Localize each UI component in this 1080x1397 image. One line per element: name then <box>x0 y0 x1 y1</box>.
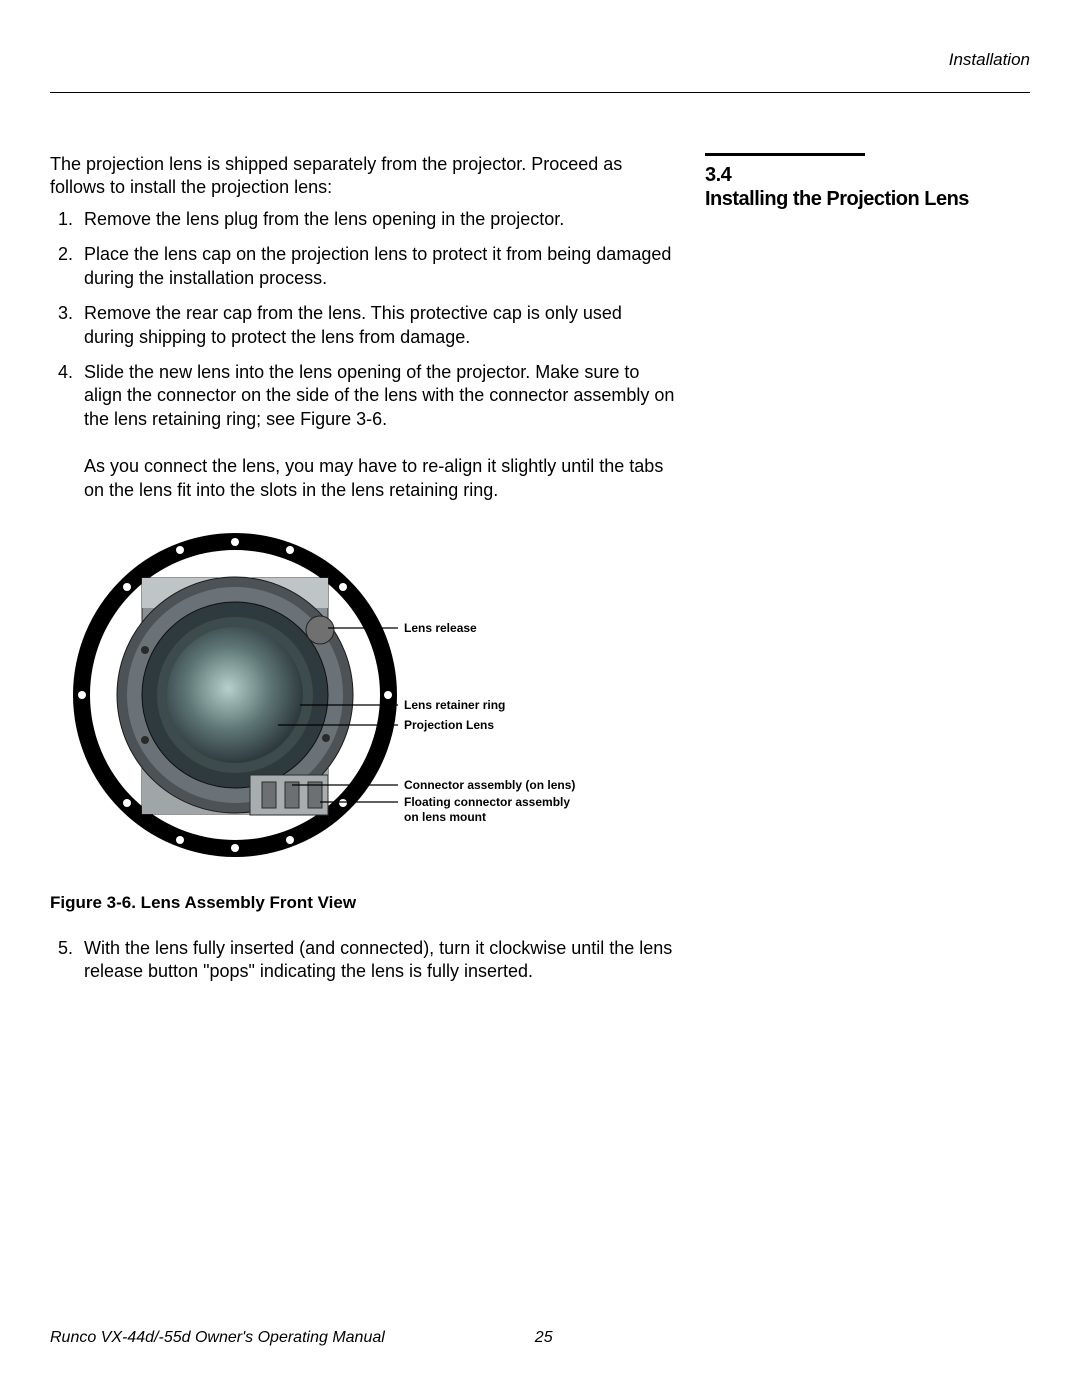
label-floating-connector: Floating connector assembly <box>404 795 570 809</box>
header-rule <box>50 92 1030 93</box>
label-lens-release: Lens release <box>404 621 477 635</box>
steps-list-top: Remove the lens plug from the lens openi… <box>50 208 675 502</box>
label-projection-lens: Projection Lens <box>404 718 494 732</box>
footer: Runco VX-44d/-55d Owner's Operating Manu… <box>50 1329 1030 1347</box>
steps-list-bottom: With the lens fully inserted (and connec… <box>50 937 675 984</box>
step-2: Place the lens cap on the projection len… <box>78 243 675 290</box>
step-4: Slide the new lens into the lens opening… <box>78 361 675 502</box>
step-1: Remove the lens plug from the lens openi… <box>78 208 675 231</box>
label-on-lens-mount: on lens mount <box>404 810 486 824</box>
sidebar: 3.4 Installing the Projection Lens <box>705 153 1005 996</box>
section-number: 3.4 <box>705 164 1005 187</box>
sidebar-rule <box>705 153 865 156</box>
intro-text: The projection lens is shipped separatel… <box>50 153 675 198</box>
step-4-text: Slide the new lens into the lens opening… <box>84 362 674 429</box>
figure-lens-assembly: Lens release Lens retainer ring Projecti… <box>50 520 675 875</box>
footer-page-number: 25 <box>535 1329 553 1347</box>
main-column: The projection lens is shipped separatel… <box>50 153 675 996</box>
step-3: Remove the rear cap from the lens. This … <box>78 302 675 349</box>
section-title: Installing the Projection Lens <box>705 187 1005 212</box>
label-connector-assembly: Connector assembly (on lens) <box>404 778 575 792</box>
figure-caption: Figure 3-6. Lens Assembly Front View <box>50 893 675 913</box>
footer-manual-title: Runco VX-44d/-55d Owner's Operating Manu… <box>50 1329 385 1347</box>
label-lens-retainer: Lens retainer ring <box>404 698 505 712</box>
step-5: With the lens fully inserted (and connec… <box>78 937 675 984</box>
step-4-sub: As you connect the lens, you may have to… <box>84 455 675 502</box>
header-chapter: Installation <box>50 50 1030 70</box>
